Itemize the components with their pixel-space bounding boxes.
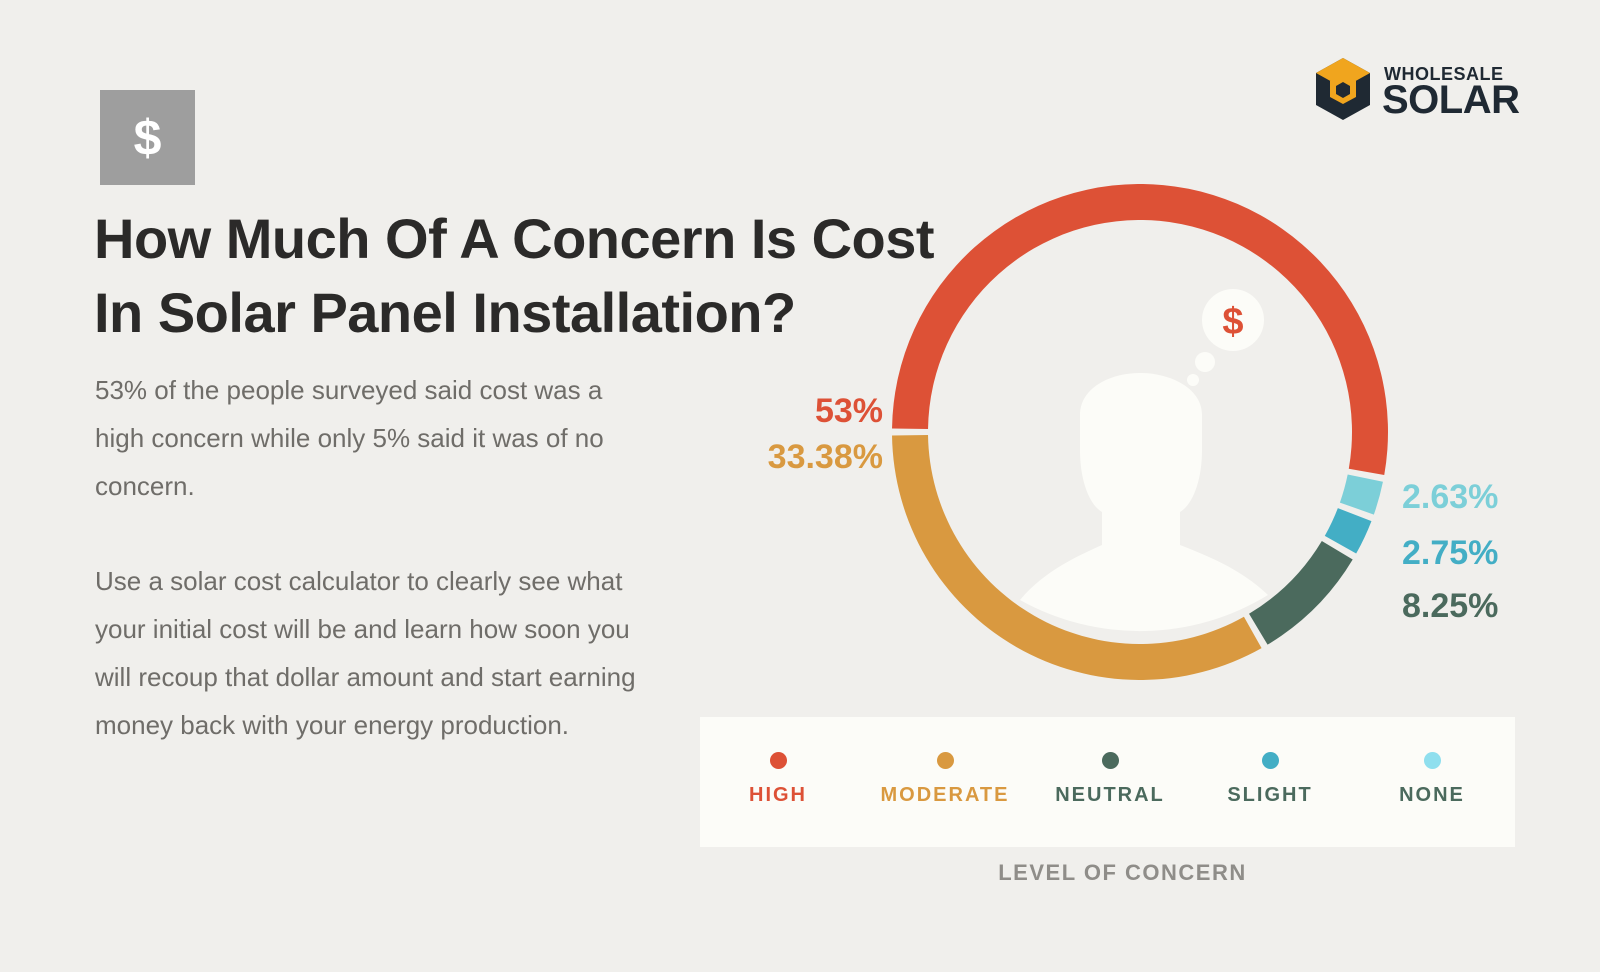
axis-label: LEVEL OF CONCERN [998, 860, 1247, 885]
legend-label-none: NONE [1399, 784, 1465, 806]
legend-item-neutral: NEUTRAL [1040, 752, 1180, 807]
thought-dot-small [1187, 374, 1199, 386]
logo-text-solar: SOLAR [1382, 78, 1520, 122]
legend-dot-high [769, 752, 787, 769]
donut-segments [892, 184, 1388, 680]
dollar-icon: $ [133, 109, 162, 166]
legend-dot-moderate [936, 752, 954, 769]
dollar-icon-box: $ [100, 90, 195, 185]
legend-item-slight: SLIGHT [1200, 752, 1340, 807]
legend-dot-neutral [1101, 752, 1119, 769]
thought-dot-large [1195, 352, 1215, 372]
donut-slice-moderate [892, 434, 1262, 680]
summary-paragraph: 53% of the people surveyed said cost was… [95, 375, 604, 501]
person-silhouette-icon [1020, 373, 1268, 632]
legend-item-moderate: MODERATE [875, 752, 1015, 807]
donut-slice-slight [1324, 508, 1372, 554]
legend-label-neutral: NEUTRAL [1055, 784, 1165, 806]
legend-dot-none [1423, 752, 1441, 769]
calculator-paragraph: Use a solar cost calculator to clearly s… [95, 566, 636, 740]
thought-bubble: $ [1187, 289, 1264, 386]
legend-label-slight: SLIGHT [1227, 784, 1313, 806]
thought-dollar-icon: $ [1222, 301, 1243, 343]
data-label-slight: 2.75% [1402, 534, 1498, 572]
legend-item-high: HIGH [708, 752, 848, 807]
data-label-moderate: 33.38% [768, 438, 883, 476]
donut-slice-high [892, 184, 1388, 475]
donut-slice-neutral [1249, 541, 1353, 645]
donut-slice-none [1339, 474, 1383, 515]
wholesale-solar-logo: WHOLESALE SOLAR [1310, 56, 1530, 122]
legend-label-moderate: MODERATE [880, 784, 1010, 806]
legend-dot-slight [1261, 752, 1279, 769]
legend: HIGH MODERATE NEUTRAL SLIGHT NONE [700, 717, 1515, 847]
hexagon-logo-icon [1316, 58, 1370, 120]
thought-bubble-circle [1202, 289, 1264, 351]
data-label-neutral: 8.25% [1402, 587, 1498, 625]
logo-text-wholesale: WHOLESALE [1384, 64, 1504, 84]
page-title: How Much Of A Concern Is Cost In Solar P… [94, 202, 994, 350]
data-labels: 53% 33.38% 2.63% 2.75% 8.25% [768, 392, 1499, 625]
title-line-2: In Solar Panel Installation? [94, 281, 796, 344]
legend-item-none: NONE [1362, 752, 1502, 807]
data-label-none: 2.63% [1402, 478, 1498, 516]
legend-label-high: HIGH [749, 784, 807, 806]
data-label-high: 53% [815, 392, 883, 430]
title-line-1: How Much Of A Concern Is Cost [94, 207, 935, 270]
